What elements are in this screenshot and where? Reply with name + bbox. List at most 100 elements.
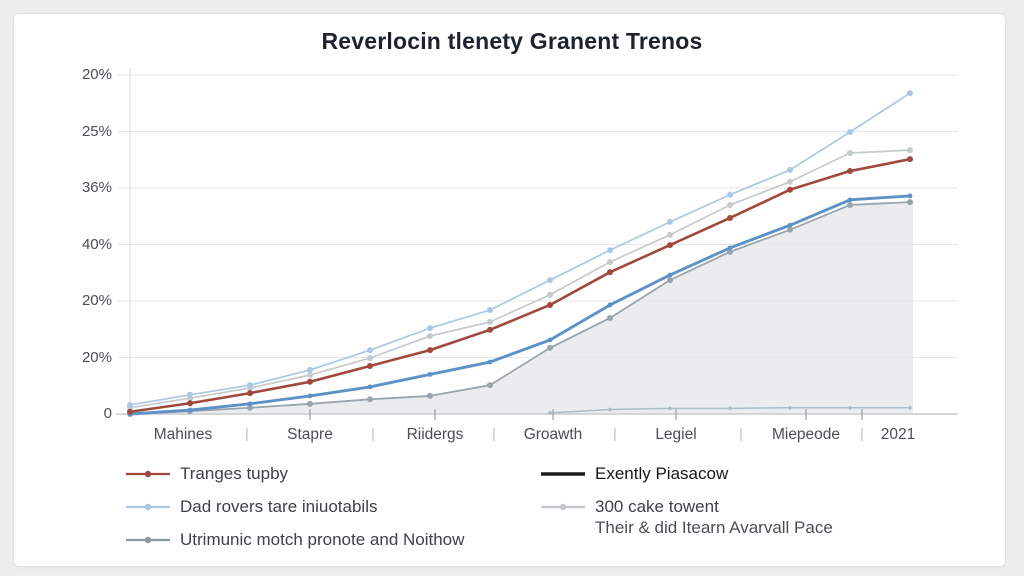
series-marker-exently — [907, 193, 913, 199]
series-marker-utrimunic — [427, 392, 433, 399]
series-line-utrimunic — [129, 201, 911, 415]
series-marker-baseline — [608, 407, 612, 412]
legend-label: Exently Piasacow — [595, 464, 729, 483]
series-marker-baseline — [848, 405, 852, 410]
series-marker-cake — [547, 291, 553, 298]
area-fill — [130, 202, 913, 414]
legend-swatch-icon — [126, 536, 170, 544]
y-axis-label-5: 20% — [81, 348, 112, 366]
series-marker-utrimunic — [667, 277, 673, 284]
series-marker-exently — [487, 359, 493, 365]
series-marker-utrimunic — [727, 248, 733, 255]
x-axis-separator-5: | — [860, 425, 864, 441]
series-marker-exently — [187, 407, 193, 413]
x-axis-separator-1: | — [371, 425, 375, 441]
series-marker-dad — [787, 166, 793, 173]
series-marker-exently — [787, 222, 793, 228]
series-marker-tranges — [247, 390, 253, 397]
y-axis-label-1: 25% — [81, 122, 112, 140]
x-axis-separator-3: | — [613, 425, 617, 441]
series-marker-exently — [247, 401, 253, 407]
legend-label: Tranges tupby — [180, 464, 289, 483]
series-marker-tranges — [307, 378, 313, 385]
series-marker-exently — [367, 384, 373, 390]
series-line-exently — [128, 194, 912, 416]
series-marker-cake — [847, 149, 853, 156]
series-marker-cake — [307, 372, 313, 379]
series-marker-dad — [667, 218, 673, 225]
series-marker-dad — [127, 401, 133, 408]
series-marker-tranges — [127, 408, 133, 415]
series-marker-utrimunic — [307, 400, 313, 407]
series-marker-tranges — [787, 186, 793, 193]
series-marker-baseline — [788, 405, 792, 410]
y-axis-label-2: 36% — [81, 179, 112, 196]
series-marker-cake — [607, 259, 613, 266]
series-marker-utrimunic — [607, 314, 613, 321]
series-marker-cake — [787, 178, 793, 185]
series-marker-dad — [187, 391, 193, 398]
x-axis-label-2: Riidergs — [406, 426, 464, 443]
legend-label: 300 cake towent — [595, 497, 719, 516]
series-marker-cake — [667, 231, 673, 238]
series-marker-tranges — [727, 214, 733, 221]
series-marker-baseline — [728, 406, 732, 411]
series-marker-dad — [487, 307, 493, 314]
legend-label-line2: Their & did Itearn Avarvall Pace — [595, 518, 833, 537]
series-marker-exently — [847, 197, 853, 203]
series-marker-baseline — [548, 411, 552, 415]
series-marker-cake — [487, 318, 493, 325]
series-marker-tranges — [427, 347, 433, 354]
series-marker-utrimunic — [787, 226, 793, 233]
series-marker-dad — [907, 90, 913, 97]
series-marker-dad — [427, 325, 433, 332]
series-marker-cake — [367, 355, 373, 362]
x-axis-label-4: Legiel — [655, 426, 697, 443]
series-marker-dad — [547, 277, 553, 284]
series-line-tranges — [128, 157, 912, 414]
legend-label: Dad rovers tare iniuotabils — [180, 497, 378, 516]
series-marker-utrimunic — [247, 404, 253, 411]
series-marker-utrimunic — [847, 201, 853, 208]
legend-swatch-icon — [541, 472, 585, 476]
series-marker-tranges — [667, 242, 673, 249]
series-marker-exently — [427, 372, 433, 377]
series-marker-dad — [727, 191, 733, 198]
series-marker-utrimunic — [547, 344, 553, 351]
x-axis-separator-2: | — [492, 425, 496, 441]
series-marker-exently — [307, 393, 313, 399]
legend-swatch-icon — [126, 503, 170, 511]
series-marker-dad — [247, 382, 253, 389]
series-marker-exently — [727, 245, 733, 251]
series-marker-tranges — [547, 301, 553, 308]
x-axis-label-6: 2021 — [880, 426, 916, 443]
series-marker-tranges — [367, 362, 373, 369]
y-axis-label-3: 40% — [81, 235, 112, 253]
series-marker-dad — [307, 366, 313, 373]
series-marker-utrimunic — [487, 382, 493, 389]
series-line-cake — [129, 149, 911, 409]
legend-label: Utrimunic motch pronote and Noithow — [180, 530, 465, 549]
series-marker-cake — [727, 201, 733, 208]
x-axis-label-3: Groawth — [523, 426, 583, 443]
series-line-dad — [129, 92, 911, 406]
x-axis-label-0: Mahines — [153, 426, 213, 443]
series-marker-dad — [367, 347, 373, 354]
series-marker-dad — [847, 129, 853, 136]
x-axis-separator-4: | — [739, 425, 743, 441]
series-marker-exently — [667, 272, 673, 278]
series-marker-cake — [427, 333, 433, 340]
series-marker-exently — [547, 337, 553, 343]
x-axis-separator-0: | — [245, 425, 249, 441]
series-marker-utrimunic — [367, 396, 373, 403]
legend-swatch-icon — [541, 503, 585, 511]
series-marker-baseline — [908, 405, 912, 410]
series-marker-utrimunic — [907, 199, 913, 206]
series-marker-cake — [907, 147, 913, 154]
y-axis-label-6: 0 — [103, 405, 112, 422]
legend-swatch-icon — [126, 470, 170, 478]
series-marker-exently — [607, 302, 613, 308]
series-marker-tranges — [847, 168, 853, 175]
x-axis-label-5: Miepeode — [771, 426, 841, 443]
